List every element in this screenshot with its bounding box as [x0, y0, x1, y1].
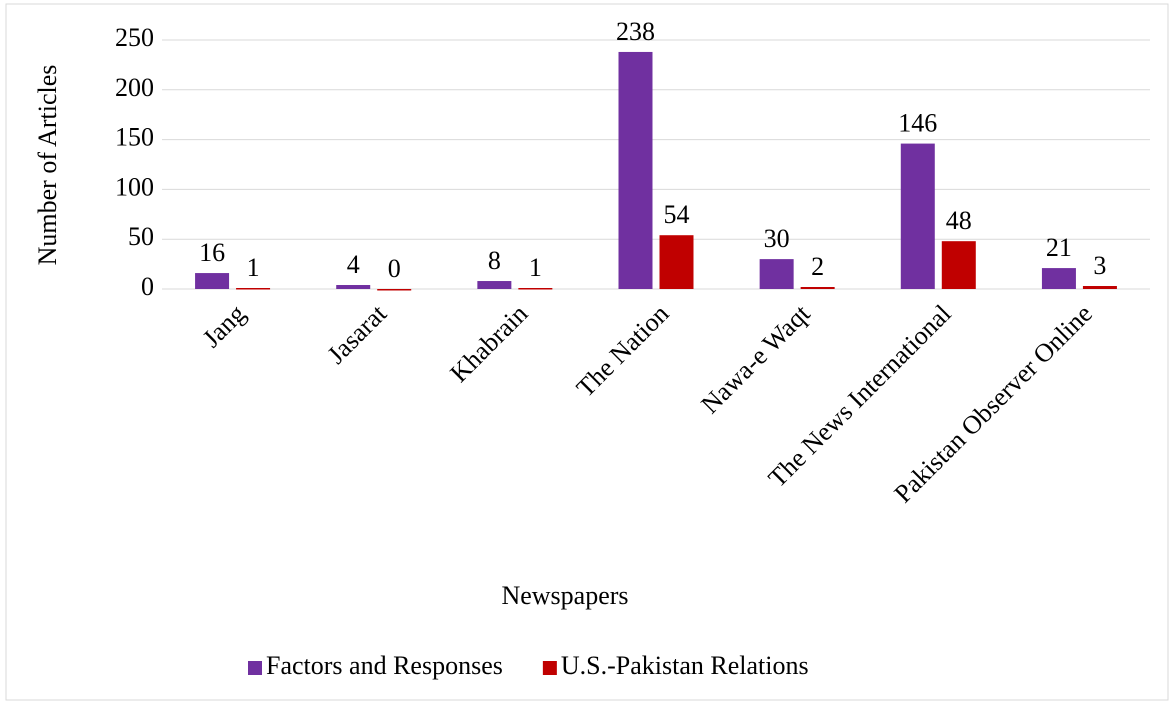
bar	[941, 241, 976, 289]
data-label: 238	[616, 17, 655, 46]
data-label: 48	[946, 206, 972, 235]
bar	[377, 289, 412, 291]
bar	[1082, 286, 1117, 289]
data-label: 4	[347, 250, 360, 279]
legend-swatch	[542, 661, 557, 675]
bar	[759, 259, 794, 289]
data-label: 54	[664, 200, 690, 229]
legend-label: U.S.-Pakistan Relations	[561, 651, 809, 680]
y-axis-title: Number of Articles	[33, 65, 62, 266]
legend-swatch	[248, 661, 262, 675]
data-label: 3	[1093, 251, 1106, 280]
y-tick-label: 250	[115, 23, 154, 52]
y-tick-label: 150	[115, 123, 154, 152]
data-label: 0	[388, 254, 401, 283]
data-label: 16	[199, 238, 225, 267]
chart-border	[5, 3, 1169, 701]
y-tick-label: 100	[115, 172, 154, 201]
bar	[800, 287, 835, 289]
data-label: 1	[247, 253, 260, 282]
x-axis-title: Newspapers	[501, 581, 628, 610]
bar	[236, 288, 271, 290]
data-label: 21	[1046, 233, 1072, 262]
data-label: 146	[898, 109, 937, 138]
data-label: 30	[764, 224, 790, 253]
bar	[477, 281, 512, 289]
bar	[195, 273, 230, 289]
legend-label: Factors and Responses	[266, 651, 503, 680]
y-tick-label: 200	[115, 73, 154, 102]
bar	[1041, 268, 1076, 289]
y-tick-label: 0	[141, 272, 154, 301]
bar	[618, 51, 653, 290]
data-label: 2	[811, 252, 824, 281]
bar	[336, 285, 371, 289]
y-tick-label: 50	[128, 222, 154, 251]
bar	[900, 143, 935, 289]
data-label: 8	[488, 246, 501, 275]
bar	[518, 288, 553, 290]
bar	[659, 235, 694, 289]
data-label: 1	[529, 253, 542, 282]
